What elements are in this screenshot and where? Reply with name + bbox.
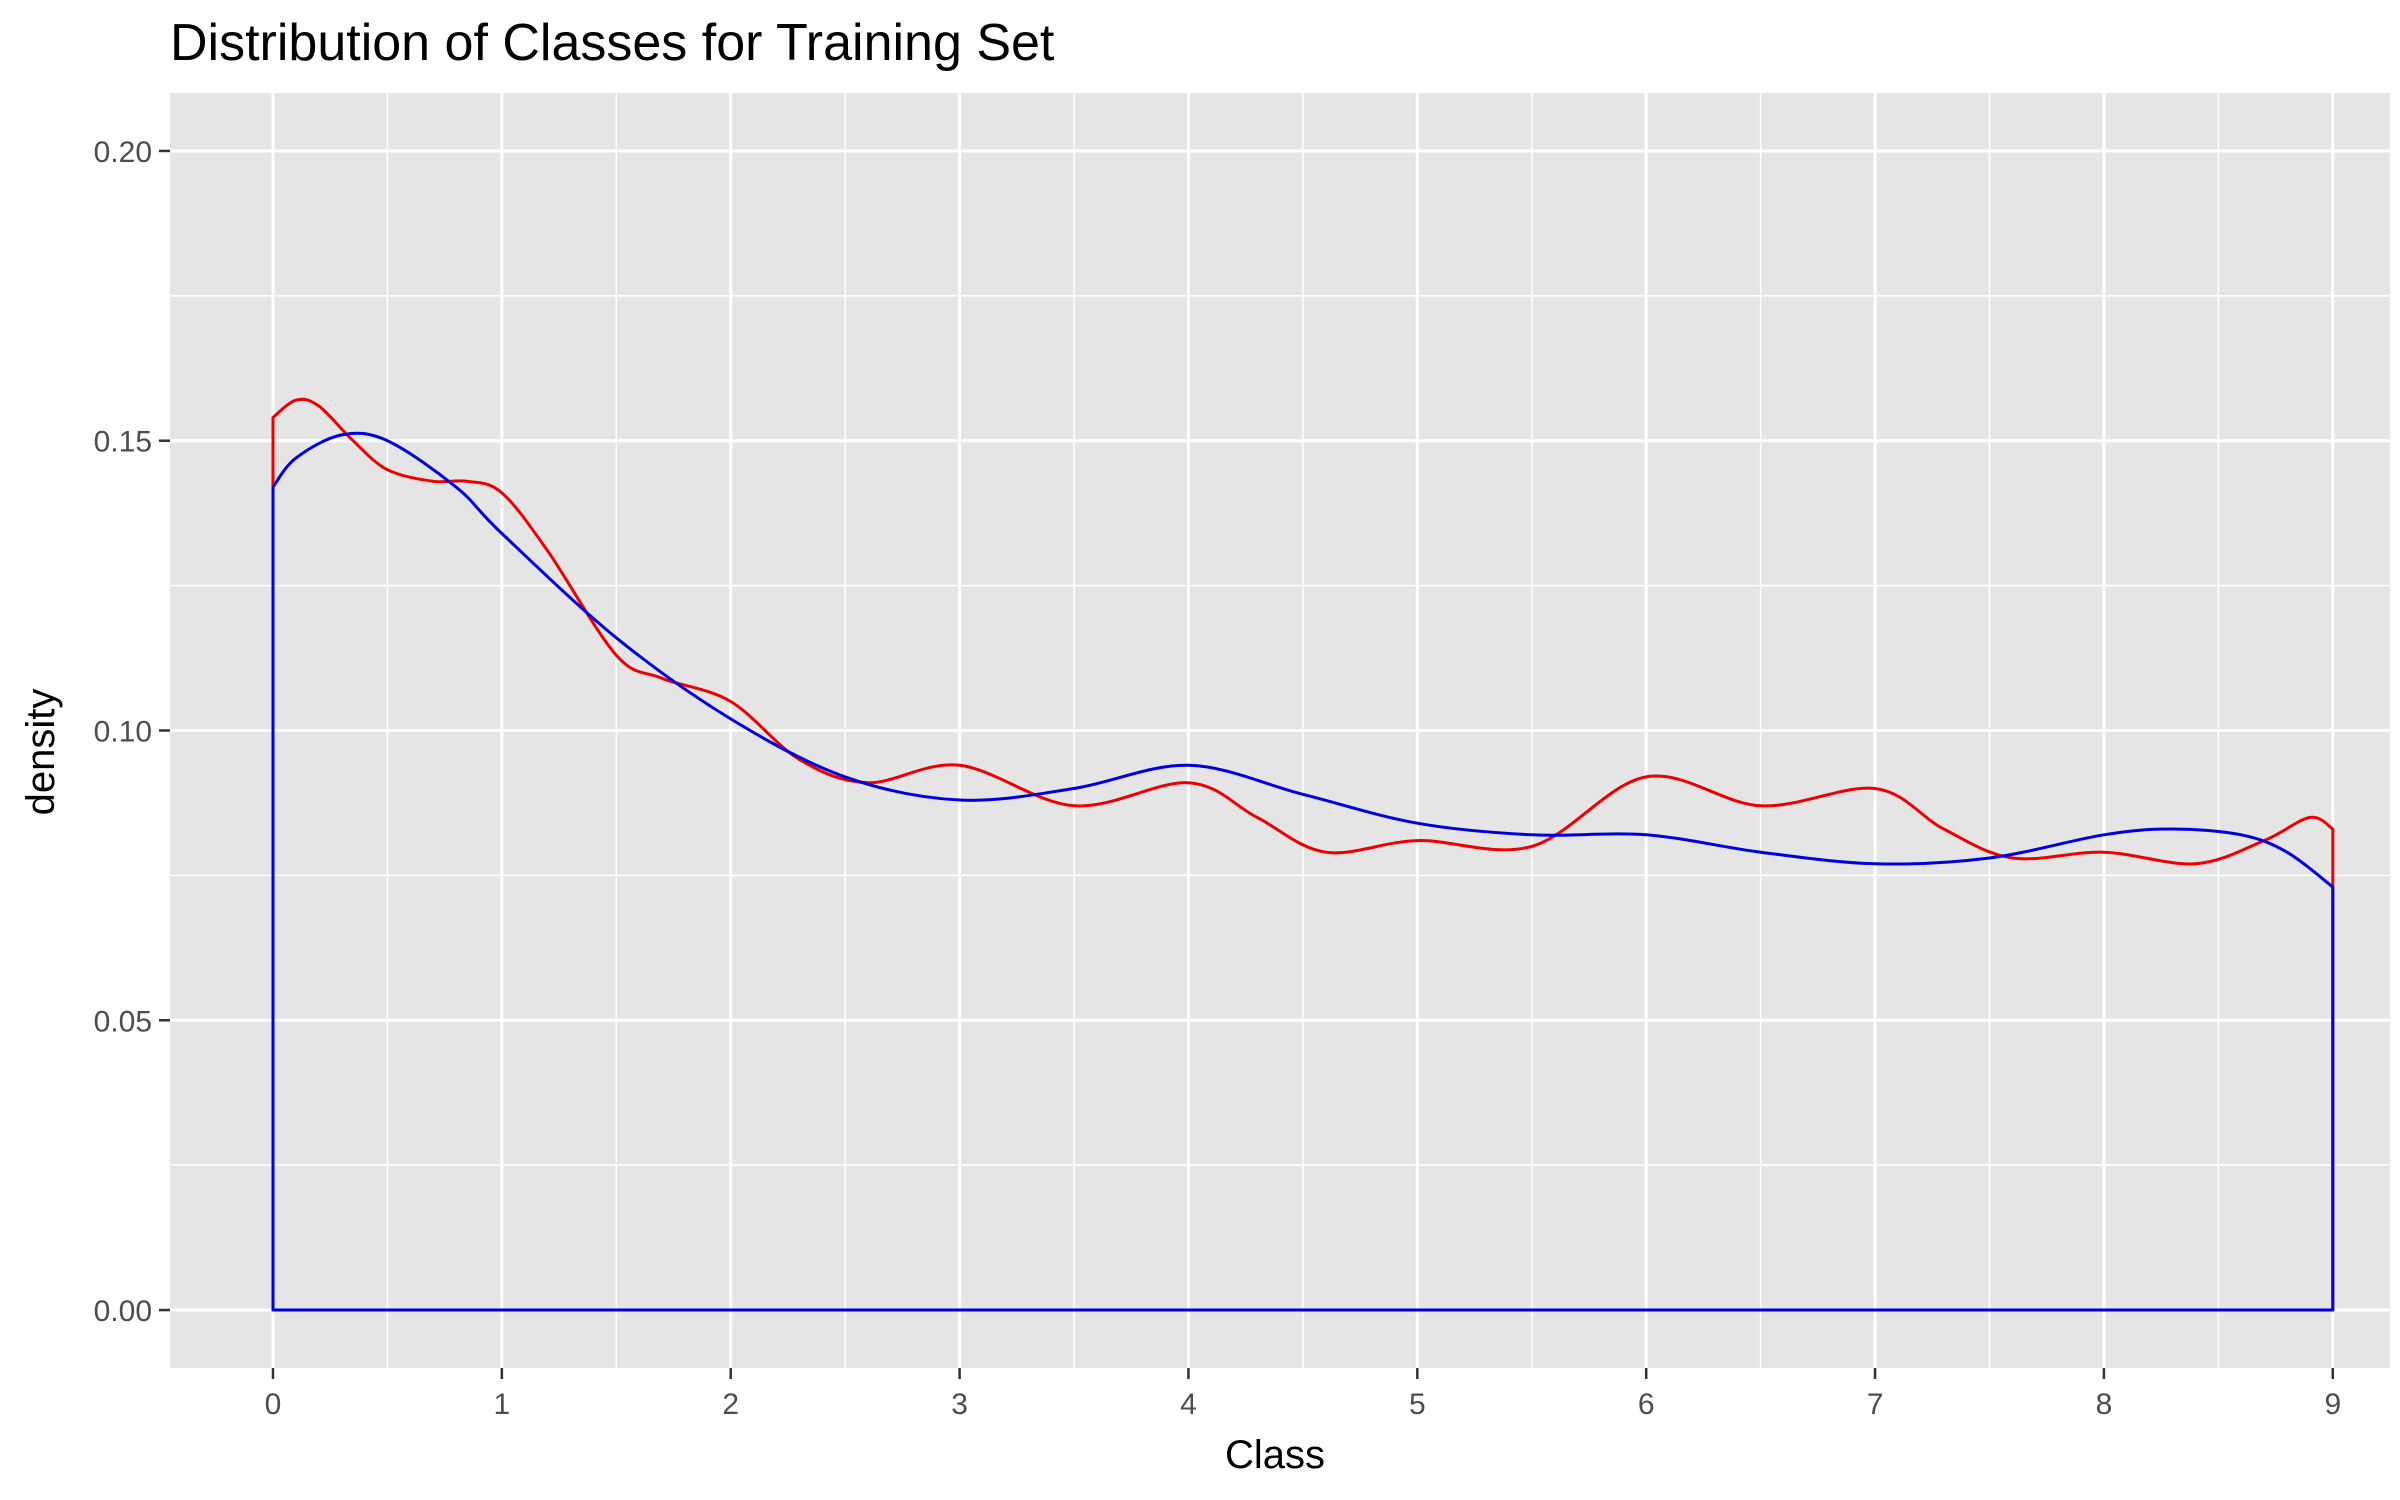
x-tick-label: 9 xyxy=(2324,1388,2341,1421)
x-tick-label: 8 xyxy=(2096,1388,2113,1421)
x-tick-label: 1 xyxy=(494,1388,511,1421)
x-axis: 0 1 2 3 4 5 6 7 8 9 xyxy=(265,1368,2341,1421)
chart-title: Distribution of Classes for Training Set xyxy=(170,14,1055,72)
series-layer xyxy=(271,397,2335,1312)
x-tick-label: 4 xyxy=(1180,1388,1197,1421)
x-tick-label: 0 xyxy=(265,1388,282,1421)
y-tick-label: 0.10 xyxy=(94,716,152,749)
y-tick-label: 0.15 xyxy=(94,426,152,459)
y-axis-title: density xyxy=(19,689,63,816)
x-axis-title: Class xyxy=(1225,1433,1325,1477)
density-line-series-1 xyxy=(271,397,2335,1312)
y-tick-label: 0.20 xyxy=(94,136,152,169)
x-tick-label: 2 xyxy=(722,1388,739,1421)
x-tick-label: 5 xyxy=(1409,1388,1426,1421)
y-axis: 0.00 0.05 0.10 0.15 0.20 xyxy=(94,136,170,1328)
density-line-series-2 xyxy=(271,431,2335,1312)
x-tick-label: 3 xyxy=(951,1388,968,1421)
y-tick-label: 0.00 xyxy=(94,1295,152,1328)
x-tick-label: 6 xyxy=(1638,1388,1655,1421)
x-tick-label: 7 xyxy=(1867,1388,1884,1421)
y-tick-label: 0.05 xyxy=(94,1005,152,1038)
